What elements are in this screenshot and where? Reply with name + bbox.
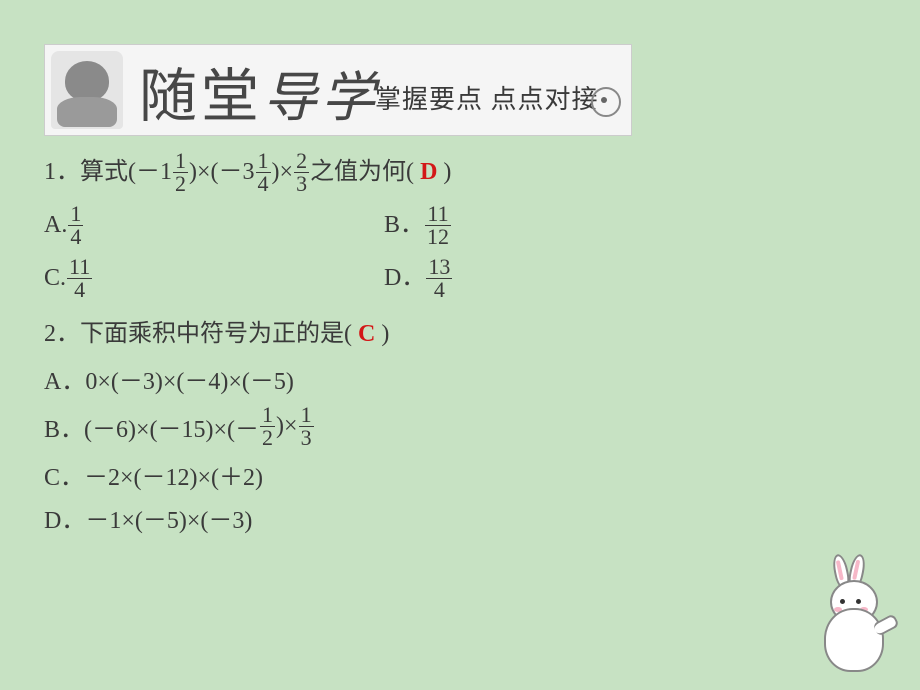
section-banner: 随 堂 导 学 掌握要点 点点对接 xyxy=(44,44,632,136)
q1-option-d: D． 13 4 xyxy=(384,256,453,301)
banner-avatar xyxy=(51,51,123,129)
banner-char-1: 随 xyxy=(139,49,199,133)
q2b-frac-2: 1 3 xyxy=(299,404,314,449)
q2-option-d: D．－1×(－5)×(－3) xyxy=(44,500,876,535)
option-text-mid: )× xyxy=(276,413,298,440)
q2-option-b: B．(－6)×(－15)×(－ 1 2 )× 1 3 xyxy=(44,404,876,449)
banner-subtitle: 掌握要点 点点对接 xyxy=(375,79,599,116)
q2-option-c: C．－2×(－12)×(＋2) xyxy=(44,457,876,492)
q1-text-1: 1．算式(－1 xyxy=(44,153,172,191)
option-label: C. xyxy=(44,259,66,297)
q1-close: ) xyxy=(443,153,451,191)
banner-title: 随 堂 导 学 xyxy=(139,49,377,133)
q1-option-b: B． 11 12 xyxy=(384,203,452,248)
option-text: C．－2×(－12)×(＋2) xyxy=(44,457,263,492)
q1-frac-2: 1 4 xyxy=(256,150,271,195)
target-icon xyxy=(591,87,621,117)
q1-answer: D xyxy=(420,153,437,191)
option-frac: 1 4 xyxy=(68,203,83,248)
q1-options-row1: A. 1 4 B． 11 12 xyxy=(44,203,876,248)
q2-close: ) xyxy=(381,315,389,353)
q1-text-4: 之值为何( xyxy=(310,153,414,191)
q1-option-c: C. 11 4 xyxy=(44,256,384,301)
q1-frac-1: 1 2 xyxy=(173,150,188,195)
bunny-mascot-icon xyxy=(806,566,902,676)
banner-char-4: 学 xyxy=(321,53,377,132)
option-text: A．0×(－3)×(－4)×(－5) xyxy=(44,361,294,396)
option-label: B． xyxy=(384,206,424,244)
banner-char-2: 堂 xyxy=(201,49,261,133)
q1-text-3: )× xyxy=(272,153,294,191)
q1-frac-3: 2 3 xyxy=(294,150,309,195)
q1-text-2: )×(－3 xyxy=(189,153,255,191)
option-label: D． xyxy=(384,259,425,297)
option-frac: 13 4 xyxy=(426,256,452,301)
q2-stem: 2．下面乘积中符号为正的是( C ) xyxy=(44,315,876,353)
q1-options-row2: C. 11 4 D． 13 4 xyxy=(44,256,876,301)
q2-option-a: A．0×(－3)×(－4)×(－5) xyxy=(44,361,876,396)
option-text-pre: B．(－6)×(－15)×(－ xyxy=(44,409,259,444)
q2-text-1: 2．下面乘积中符号为正的是( xyxy=(44,315,352,353)
option-text: D．－1×(－5)×(－3) xyxy=(44,500,252,535)
q1-stem: 1．算式(－1 1 2 )×(－3 1 4 )× 2 3 之值为何( D ) xyxy=(44,150,876,195)
option-label: A. xyxy=(44,206,67,244)
q2-answer: C xyxy=(358,315,375,353)
banner-char-3: 导 xyxy=(263,53,319,132)
q2b-frac-1: 1 2 xyxy=(260,404,275,449)
option-frac: 11 4 xyxy=(67,256,92,301)
q1-option-a: A. 1 4 xyxy=(44,203,384,248)
option-frac: 11 12 xyxy=(425,203,451,248)
